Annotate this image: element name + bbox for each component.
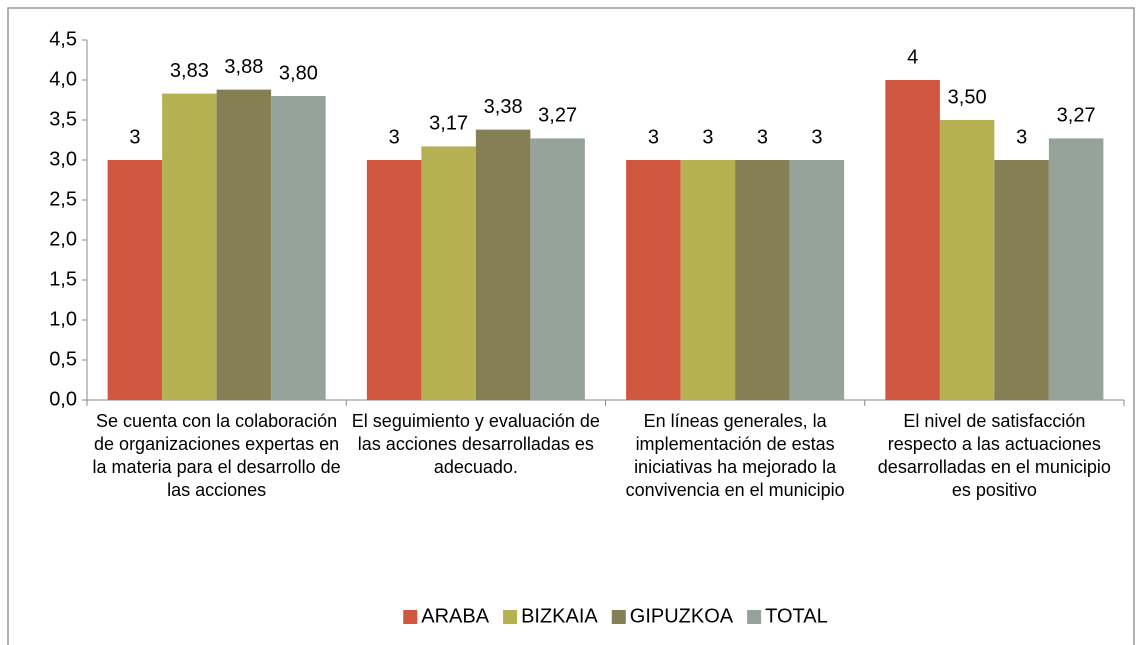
data-label: 3 (1016, 126, 1027, 148)
x-tick-label: El nivel de satisfacción respecto a las … (877, 411, 1111, 500)
y-tick-label: 1,5 (49, 268, 77, 290)
x-tick-label: En líneas generales, la implementación d… (625, 411, 845, 500)
y-tick-label: 4,5 (49, 28, 77, 50)
bar (421, 146, 476, 400)
bar (530, 138, 585, 400)
bar (680, 160, 736, 400)
bar (994, 160, 1049, 400)
data-label: 3,38 (484, 96, 523, 118)
bar (626, 160, 681, 400)
data-label: 3,83 (170, 60, 209, 82)
bar (939, 120, 995, 400)
legend-swatch (611, 610, 626, 624)
data-label: 4 (907, 46, 918, 68)
y-tick-label: 3,0 (49, 148, 77, 170)
chart-frame (7, 7, 1135, 645)
data-label: 3,50 (948, 86, 987, 108)
data-label: 3 (648, 126, 659, 148)
data-label: 3 (129, 126, 140, 148)
bar (216, 89, 272, 400)
data-label: 3 (811, 126, 822, 148)
bar (735, 160, 790, 400)
data-label: 3,88 (224, 56, 263, 78)
y-tick-label: 0,0 (49, 388, 77, 410)
data-label: 3,17 (429, 113, 468, 135)
bar (271, 96, 326, 400)
legend-swatch (403, 610, 418, 624)
bar (366, 160, 422, 400)
bar (107, 160, 163, 400)
bar (1048, 138, 1104, 400)
legend-label: TOTAL (765, 605, 828, 627)
y-tick-label: 3,5 (49, 108, 77, 130)
y-tick-label: 1,0 (49, 308, 77, 330)
data-label: 3 (702, 126, 713, 148)
legend-swatch (747, 610, 762, 624)
x-tick-label: Se cuenta con la colaboración de organiz… (92, 411, 341, 500)
legend-label: ARABA (421, 605, 489, 627)
data-label: 3,80 (279, 62, 318, 84)
data-label: 3 (757, 126, 768, 148)
data-label: 3,27 (1057, 105, 1096, 127)
y-tick-label: 2,5 (49, 188, 77, 210)
y-tick-label: 2,0 (49, 228, 77, 250)
bar (162, 93, 217, 400)
bar (885, 80, 940, 400)
legend-label: BIZKAIA (521, 605, 598, 627)
bar (475, 129, 531, 400)
data-label: 3 (389, 126, 400, 148)
data-label: 3,27 (538, 105, 577, 127)
legend-swatch (503, 610, 518, 624)
legend-label: GIPUZKOA (630, 605, 734, 627)
bar (789, 160, 845, 400)
y-tick-label: 0,5 (49, 348, 77, 370)
x-tick-label: El seguimiento y evaluación de las accio… (351, 411, 600, 477)
y-tick-label: 4,0 (49, 68, 77, 90)
